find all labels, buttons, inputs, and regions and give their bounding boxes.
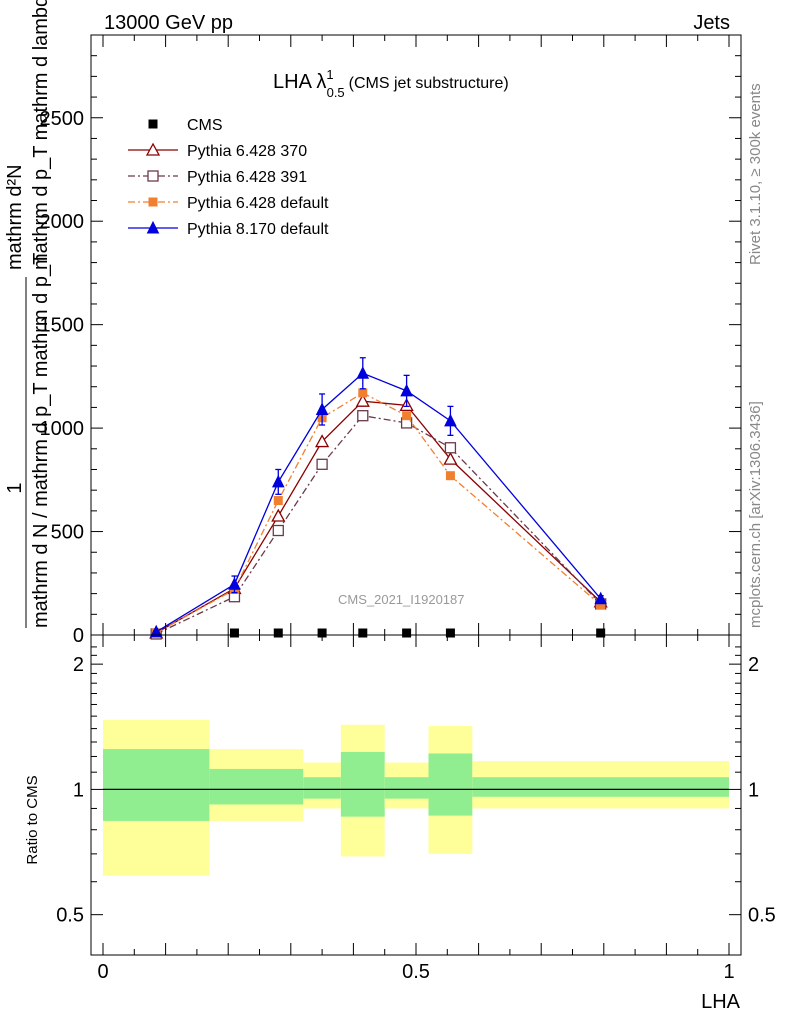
data-point [443,451,458,465]
main-axis-ticks: 0 500 1000 1500 2000 2500 [40,35,741,647]
legend-label: CMS [187,117,223,134]
uncertainty-band-inner [472,777,729,797]
mcplots-label: mcplots.cern.ch [arXiv:1306.3436] [747,401,764,628]
y-tick-label: 1000 [40,418,85,440]
ratio-panel: 0.5 0.5 1 1 2 2 0 0.5 1 Ratio to CMS LHA [24,634,776,1013]
data-point [358,628,368,638]
y-tick-label: 2000 [40,211,85,233]
legend-marker [147,170,159,182]
data-point [357,410,369,422]
series-line [155,372,602,633]
main-plot-content [149,357,608,640]
ratio-y-tick-label-right: 2 [748,654,759,676]
ylabel-one: 1 [4,482,26,493]
series-line [155,414,602,635]
data-point [358,388,368,398]
data-point [316,458,328,470]
legend: CMS Pythia 6.428 370 Pythia 6.428 391 Pythi… [128,117,329,238]
ratio-y-tick-label: 2 [73,654,84,676]
series-line [155,400,602,634]
data-point [444,442,457,454]
data-point [315,402,329,415]
y-tick-label: 500 [51,522,84,544]
uncertainty-band-inner [303,777,341,799]
ylabel-bottom: mathrm d N / mathrm d p_T mathrm d p_T [30,253,52,628]
data-point [228,577,241,590]
uncertainty-band-inner [209,768,304,805]
series-line [155,392,602,634]
legend-label: Pythia 6.428 370 [187,143,307,160]
data-point [402,628,412,638]
data-point [273,628,283,638]
uncertainty-band-inner [428,753,473,816]
main-title: LHA λ1 0.5(CMS jet substructure) [273,67,509,100]
data-point [272,524,284,537]
process-label: Jets [693,12,730,34]
uncertainty-band-inner [103,749,210,821]
x-axis-label: LHA [701,991,741,1013]
ratio-y-tick-label: 0.5 [56,905,84,927]
data-point [402,411,412,421]
ylabel-top: mathrm d p_T mathrm d lambda [30,0,52,270]
data-point [271,508,286,522]
y-tick-label: 2500 [40,108,85,130]
ratio-y-tick-label: 1 [73,779,84,801]
rivet-label: Rivet 3.1.10, ≥ 300k events [747,83,764,265]
x-tick-label: 0 [97,961,108,983]
legend-marker [148,119,158,129]
legend-label: Pythia 8.170 default [187,221,329,238]
x-tick-label: 0.5 [402,961,430,983]
data-point [273,496,283,506]
main-y-axis-label: 1 mathrm d N / mathrm d p_T mathrm d p_T… [4,0,52,628]
data-point [596,628,606,638]
legend-label: Pythia 6.428 default [187,195,329,212]
analysis-watermark: CMS_2021_I1920187 [338,592,465,607]
main-panel: 0 500 1000 1500 2000 2500 LHA λ1 0.5(CMS jet s… [4,0,742,647]
energy-label: 13000 GeV pp [104,12,233,34]
data-point [229,628,239,638]
ratio-y-tick-label-right: 1 [748,779,759,801]
series-4 [149,357,607,638]
ratio-axis-ticks: 0.5 0.5 1 1 2 2 0 0.5 1 [56,635,776,983]
legend-marker [148,197,158,207]
ratio-plot-content [103,719,729,876]
ratio-y-tick-label-right: 0.5 [748,905,776,927]
data-point [444,413,457,427]
y-tick-label: 1500 [40,315,85,337]
data-point [355,393,370,407]
data-point [271,474,285,488]
uncertainty-band-inner [384,777,429,799]
ylabel-numerator: mathrm d²N [4,164,26,270]
data-point [445,471,455,481]
legend-label: Pythia 6.428 391 [187,169,307,186]
data-point [356,366,370,379]
legend-marker [146,220,160,234]
ratio-y-label: Ratio to CMS [24,775,41,864]
x-tick-label: 1 [723,961,734,983]
uncertainty-band-inner [340,751,385,817]
data-point [149,624,163,638]
data-point [445,628,455,638]
y-tick-label: 0 [73,625,84,647]
data-point [315,434,330,448]
data-point [400,383,413,397]
data-point [594,591,607,605]
series-0 [229,628,606,638]
legend-marker [145,142,161,156]
